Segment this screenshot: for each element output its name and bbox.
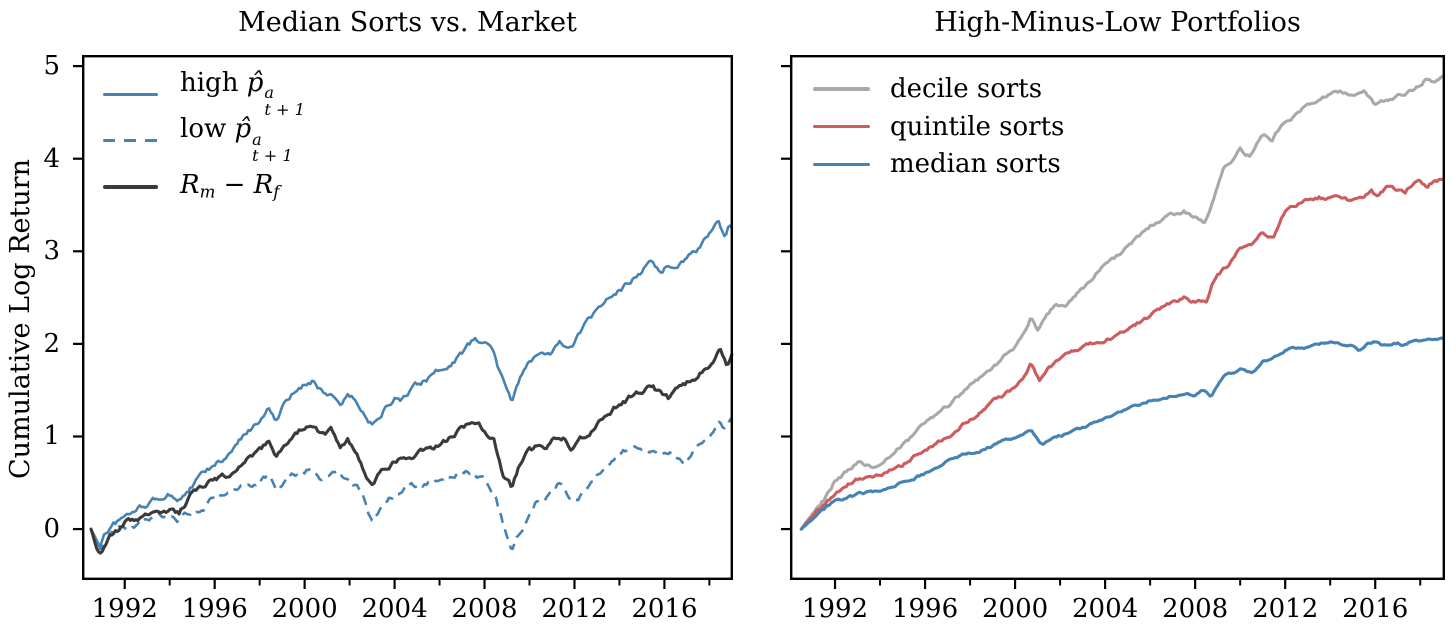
legend-label: quintile sorts bbox=[890, 111, 1065, 142]
legend-item-high-phat: high p̂ a t + 1 bbox=[103, 70, 305, 118]
legend-label: low p̂ a t + 1 bbox=[180, 114, 293, 166]
x-tick-label: 2012 bbox=[1252, 594, 1319, 624]
x-tick-label: 2016 bbox=[1342, 594, 1409, 624]
chart-title-right: High-Minus-Low Portfolios bbox=[934, 7, 1301, 38]
legend-label: Rm − Rf bbox=[180, 170, 280, 202]
x-tick-label: 2004 bbox=[361, 594, 428, 624]
x-tick-label: 2016 bbox=[631, 594, 698, 624]
legend-line-sample bbox=[103, 185, 158, 189]
series-decile-sorts-line bbox=[799, 74, 1445, 531]
legend-item-median-sorts: median sorts bbox=[813, 146, 1061, 182]
x-tick-label: 2008 bbox=[451, 594, 518, 624]
legend-line-sample bbox=[103, 92, 158, 96]
axes-spines bbox=[82, 55, 733, 580]
x-tick-label: 1992 bbox=[91, 594, 158, 624]
legend-item-quintile-sorts: quintile sorts bbox=[813, 109, 1064, 145]
series-quintile-sorts-line bbox=[799, 177, 1445, 531]
y-tick-label: 0 bbox=[43, 514, 60, 545]
x-tick-label: 2000 bbox=[271, 594, 338, 624]
x-tick-label: 2000 bbox=[981, 594, 1049, 624]
plot-area-left bbox=[73, 55, 734, 589]
y-tick-label: 5 bbox=[43, 51, 60, 82]
plot-area-right bbox=[781, 55, 1445, 589]
y-tick-label: 1 bbox=[43, 421, 60, 452]
legend-item-market: Rm − Rf bbox=[103, 169, 279, 205]
series-low-phat-line bbox=[89, 416, 733, 551]
chart-title-left: Median Sorts vs. Market bbox=[238, 7, 577, 38]
x-tick-label: 1992 bbox=[801, 594, 869, 624]
legend-line-sample bbox=[813, 162, 870, 166]
legend-line-sample bbox=[813, 87, 870, 91]
legend-label: median sorts bbox=[890, 149, 1061, 180]
y-tick-label: 4 bbox=[43, 143, 60, 174]
legend-label: high p̂ a t + 1 bbox=[180, 67, 305, 119]
series-high-phat-line bbox=[89, 220, 734, 547]
x-tick-label: 2004 bbox=[1072, 594, 1139, 624]
legend-line-sample bbox=[103, 139, 158, 142]
legend-item-decile-sorts: decile sorts bbox=[813, 71, 1042, 107]
legend-line-sample bbox=[813, 125, 870, 129]
y-tick-label: 3 bbox=[43, 236, 60, 267]
axes-spines bbox=[790, 55, 1445, 580]
x-tick-label: 1996 bbox=[181, 594, 248, 624]
legend-label: decile sorts bbox=[890, 74, 1043, 104]
x-tick-label: 2012 bbox=[541, 594, 608, 624]
legend-item-low-phat: low p̂ a t + 1 bbox=[103, 116, 293, 164]
x-tick-label: 1996 bbox=[891, 594, 959, 624]
x-tick-label: 2008 bbox=[1162, 594, 1229, 624]
series-market-line bbox=[89, 347, 734, 555]
series-median-sorts-line bbox=[799, 336, 1445, 531]
y-tick-label: 2 bbox=[43, 328, 60, 359]
